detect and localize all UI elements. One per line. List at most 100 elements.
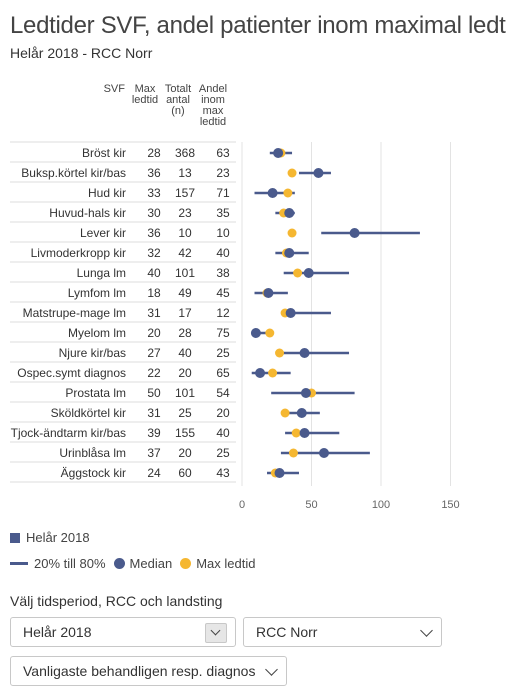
chevron-down-icon[interactable] [205,623,227,643]
legend-series: 20% till 80% Median Max ledtid [10,556,255,571]
row-andel: 12 [216,306,230,320]
median-dot [300,388,311,398]
col-header-totalt: (n) [171,105,184,117]
max-ledtid-dot [268,368,278,378]
col-header-andel: ledtid [200,116,226,128]
row-max-ledtid: 33 [147,186,161,200]
row-antal: 101 [175,266,195,280]
row-svf-label: Livmoderkropp kir [31,246,126,260]
row-andel: 23 [216,166,230,180]
row-andel: 35 [216,206,230,220]
row-andel: 43 [216,466,230,480]
row-svf-label: Urinblåsa lm [59,446,126,460]
median-dot [296,408,307,418]
median-dot [285,308,296,318]
row-antal: 157 [175,186,195,200]
col-header-totalt: antal [166,94,190,106]
row-svf-label: Buksp.körtel kir/bas [21,166,126,180]
period-select[interactable]: Helår 2018 [10,617,236,647]
median-dot [319,448,330,458]
col-header-andel: Andel [199,83,227,95]
row-svf-label: Tjock-ändtarm kir/bas [11,426,126,440]
median-dot [274,468,285,478]
row-svf-label: Njure kir/bas [59,346,126,360]
row-antal: 20 [178,366,192,380]
row-andel: 40 [216,426,230,440]
diagnos-select[interactable]: Vanligaste behandligen resp. diagnos [10,656,287,686]
row-max-ledtid: 31 [147,306,161,320]
max-dot-icon [180,558,192,569]
row-max-ledtid: 18 [147,286,161,300]
rcc-select[interactable]: RCC Norr [243,617,442,647]
row-antal: 10 [178,226,192,240]
x-tick-label: 50 [305,499,317,511]
legend-range-label: 20% till 80% [34,556,106,571]
row-max-ledtid: 36 [147,226,161,240]
row-max-ledtid: 30 [147,206,161,220]
row-antal: 20 [178,446,192,460]
median-dot [267,188,278,198]
legend-period-label: Helår 2018 [26,530,90,545]
col-header-andel: max [203,105,224,117]
row-andel: 54 [216,386,230,400]
x-tick-label: 150 [441,499,459,511]
row-andel: 38 [216,266,230,280]
row-svf-label: Matstrupe-mage lm [23,306,126,320]
row-andel: 63 [216,146,230,160]
row-andel: 65 [216,366,230,380]
row-svf-label: Ospec.symt diagnos [17,366,126,380]
legend-max-label: Max ledtid [196,556,256,571]
row-max-ledtid: 50 [147,386,161,400]
max-ledtid-dot [287,228,297,238]
row-andel: 10 [216,226,230,240]
row-andel: 25 [216,446,230,460]
median-dot [313,168,324,178]
row-svf-label: Äggstock kir [61,466,126,480]
max-ledtid-dot [293,268,303,278]
row-andel: 20 [216,406,230,420]
median-dot [284,248,295,258]
row-antal: 368 [175,146,195,160]
row-andel: 45 [216,286,230,300]
col-header-max: ledtid [132,94,158,106]
row-antal: 13 [178,166,192,180]
median-dot [303,268,314,278]
median-dot [250,328,261,338]
median-dot [349,228,360,238]
median-dot-icon [113,558,125,569]
legend-period[interactable]: Helår 2018 [10,530,90,545]
median-dot [263,288,274,298]
row-andel: 75 [216,326,230,340]
row-antal: 23 [178,206,192,220]
period-select-value: Helår 2018 [23,624,92,640]
row-andel: 71 [216,186,230,200]
median-dot [299,348,310,358]
row-max-ledtid: 22 [147,366,161,380]
max-ledtid-dot [283,188,293,198]
row-svf-label: Huvud-hals kir [49,206,126,220]
row-svf-label: Hud kir [88,186,126,200]
row-antal: 25 [178,406,192,420]
row-antal: 155 [175,426,195,440]
row-max-ledtid: 24 [147,466,161,480]
row-svf-label: Myelom lm [68,326,126,340]
max-ledtid-dot [265,328,275,338]
row-svf-label: Prostata lm [65,386,126,400]
page-title: Ledtider SVF, andel patienter inom maxim… [10,12,506,39]
col-header-svf: SVF [104,83,126,95]
median-dot [273,148,284,158]
x-tick-label: 0 [239,499,245,511]
row-antal: 17 [178,306,192,320]
chevron-down-icon [420,624,433,637]
row-max-ledtid: 20 [147,326,161,340]
row-antal: 42 [178,246,192,260]
max-ledtid-dot [275,348,285,358]
max-ledtid-dot [291,428,301,438]
median-dot [299,428,310,438]
max-ledtid-dot [288,448,298,458]
row-max-ledtid: 32 [147,246,161,260]
row-max-ledtid: 40 [147,266,161,280]
col-header-max: Max [135,83,156,95]
median-dot [255,368,266,378]
ledtid-chart: SVF MaxledtidTotaltantal(n)Andelinommaxle… [10,83,460,511]
